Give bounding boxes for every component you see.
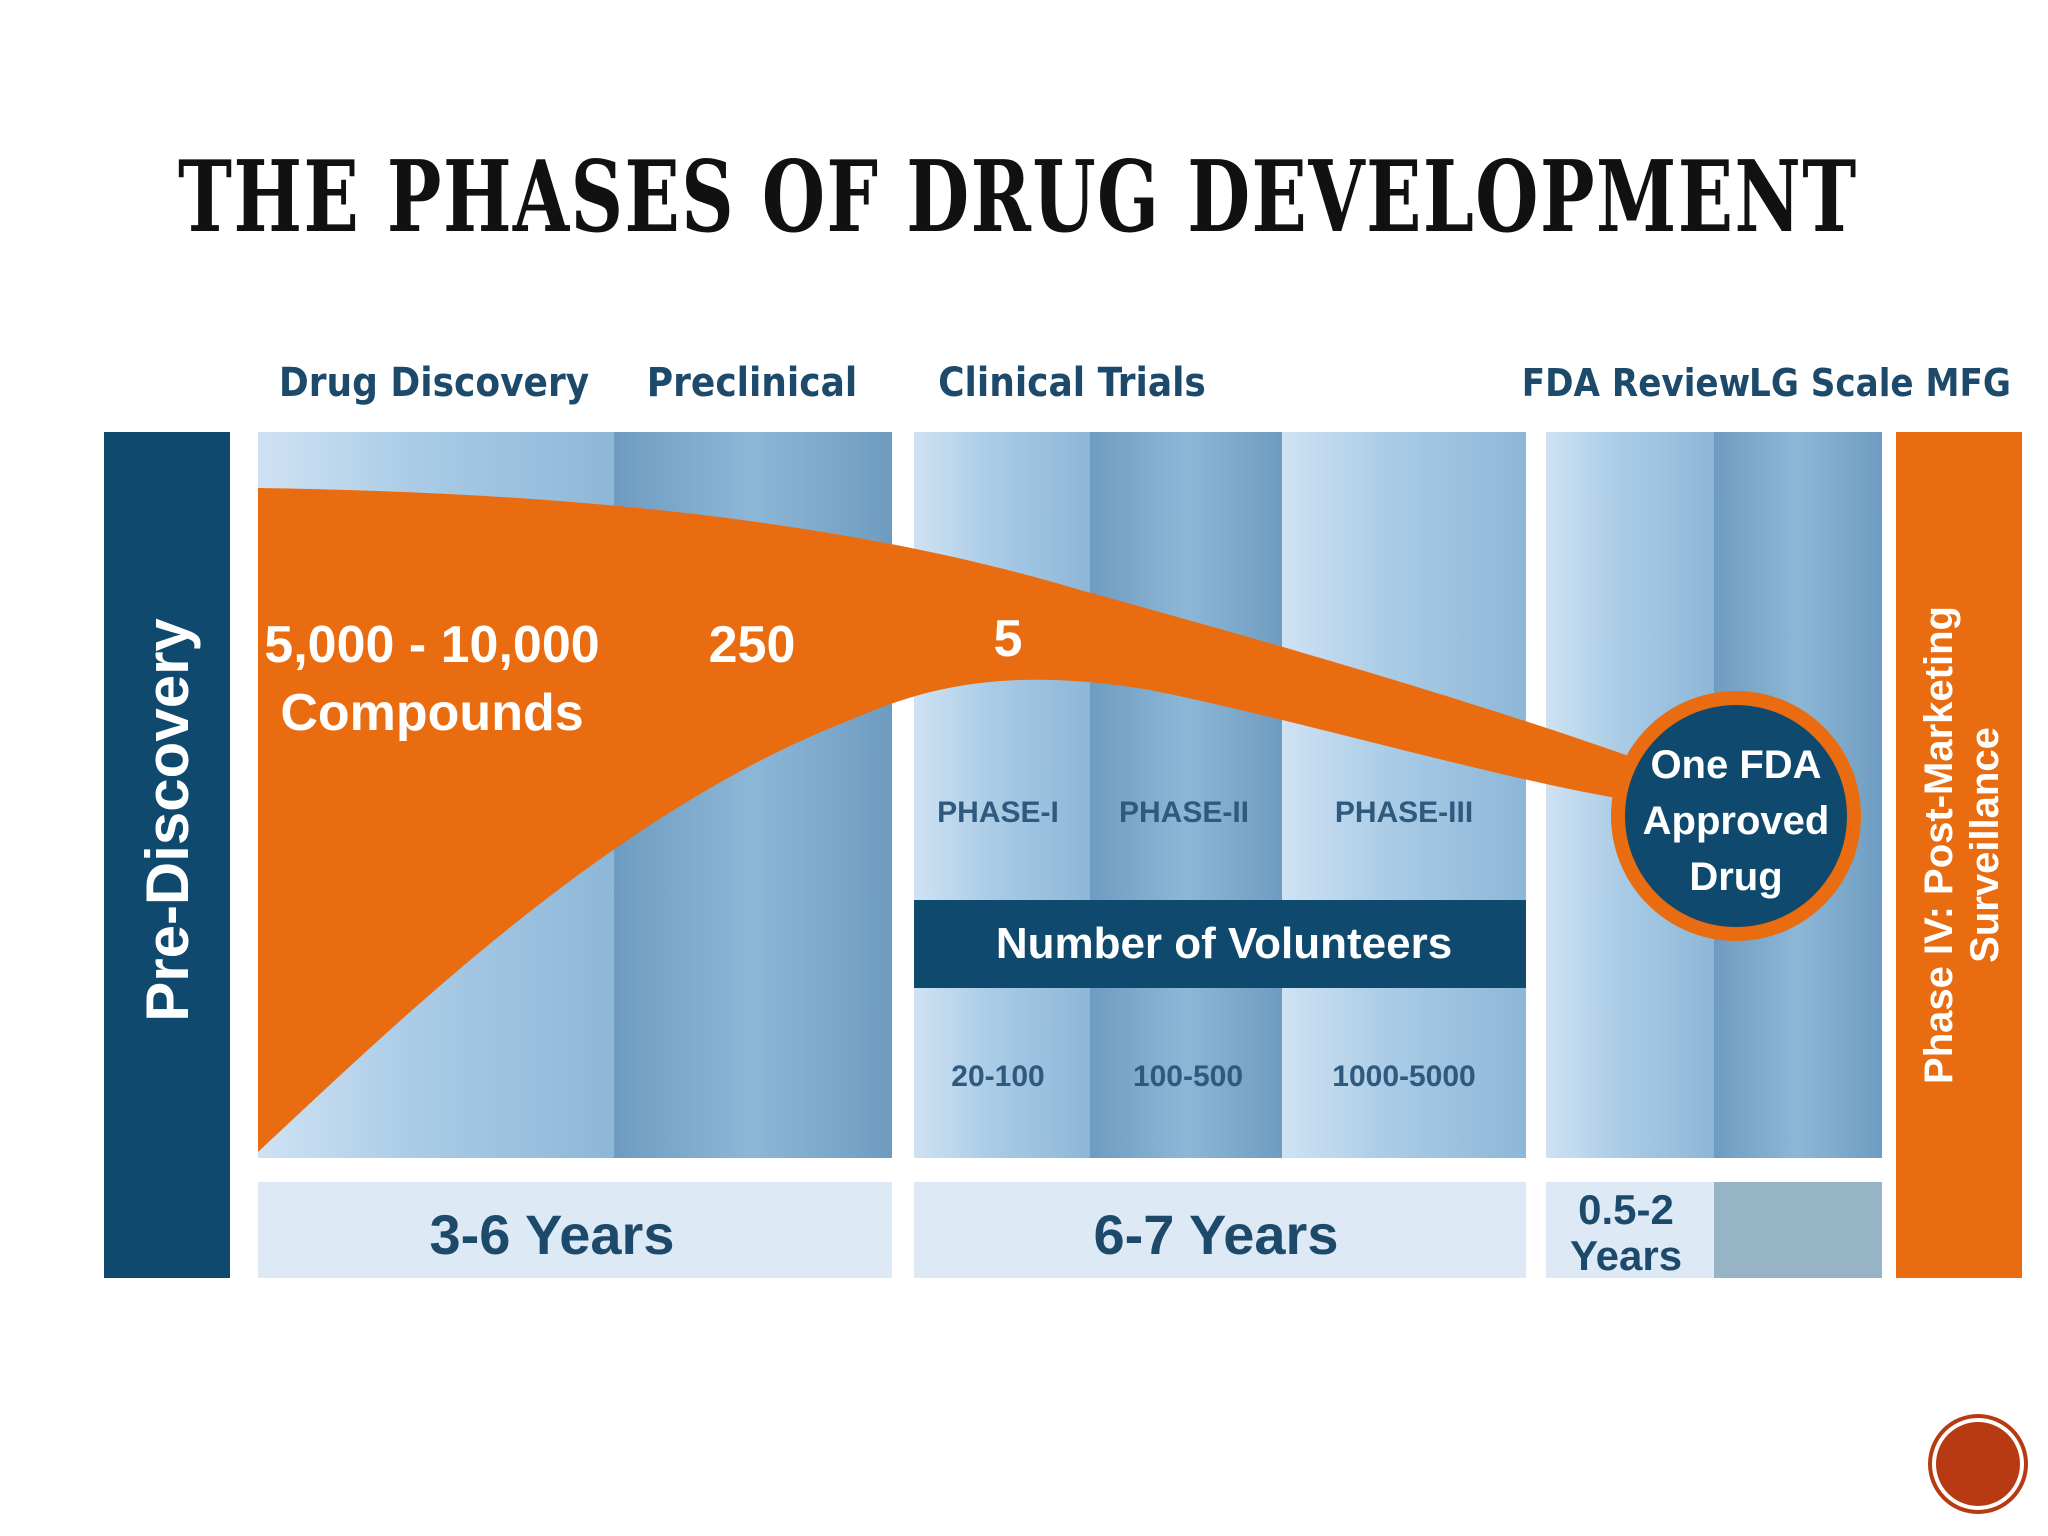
post-marketing-label-line1: Phase IV: Post-Marketing <box>1917 606 1961 1084</box>
duration-fda-line2: Years <box>1570 1232 1682 1279</box>
volunteer-count-phase-3: 1000-5000 <box>1332 1060 1475 1093</box>
approved-drug-line1: One FDA <box>1650 743 1821 787</box>
slide-nav-button[interactable] <box>1932 1418 2024 1510</box>
phase-2-column <box>1090 432 1282 1158</box>
clinical-count: 5 <box>994 610 1023 668</box>
approved-drug-circle <box>1611 691 1861 941</box>
stage-label-fda-review: FDA Review <box>1522 361 1750 405</box>
duration-fda-box <box>1546 1182 1714 1278</box>
duration-mfg-box <box>1714 1182 1882 1278</box>
approved-drug-line2: Approved <box>1643 799 1830 843</box>
stage-label-clinical-trials: Clinical Trials <box>938 360 1206 406</box>
phase-label-1: PHASE-I <box>937 796 1059 829</box>
duration-discovery-box <box>258 1182 892 1278</box>
phase-label-3: PHASE-III <box>1335 796 1473 829</box>
phase-1-column <box>914 432 1090 1158</box>
approved-drug-line3: Drug <box>1689 855 1782 899</box>
volunteer-count-phase-1: 20-100 <box>951 1060 1044 1093</box>
volunteers-label: Number of Volunteers <box>996 919 1452 968</box>
compounds-range: 5,000 - 10,000 <box>264 616 599 674</box>
compounds-unit: Compounds <box>280 684 583 742</box>
pre-discovery-label: Pre-Discovery <box>134 618 201 1022</box>
duration-fda-line1: 0.5-2 <box>1578 1186 1674 1233</box>
stage-label-preclinical: Preclinical <box>647 360 857 406</box>
post-marketing-bar <box>1896 432 2022 1278</box>
volunteer-count-phase-2: 100-500 <box>1133 1060 1243 1093</box>
duration-discovery: 3-6 Years <box>430 1203 675 1266</box>
phase-3-column <box>1282 432 1526 1158</box>
post-marketing-label-line2: Surveillance <box>1963 727 2007 963</box>
volunteers-bar <box>914 900 1526 988</box>
stage-label-drug-discovery: Drug Discovery <box>279 360 589 406</box>
preclinical-count: 250 <box>709 616 796 674</box>
pre-discovery-bar <box>104 432 230 1278</box>
phase-label-2: PHASE-II <box>1119 796 1249 829</box>
slide-title: THE PHASES OF DRUG DEVELOPMENT <box>178 140 1858 255</box>
stage-label-lg-scale-mfg: LG Scale MFG <box>1749 361 2011 405</box>
duration-clinical: 6-7 Years <box>1094 1203 1339 1266</box>
duration-clinical-box <box>914 1182 1526 1278</box>
compound-funnel <box>258 488 1640 1152</box>
